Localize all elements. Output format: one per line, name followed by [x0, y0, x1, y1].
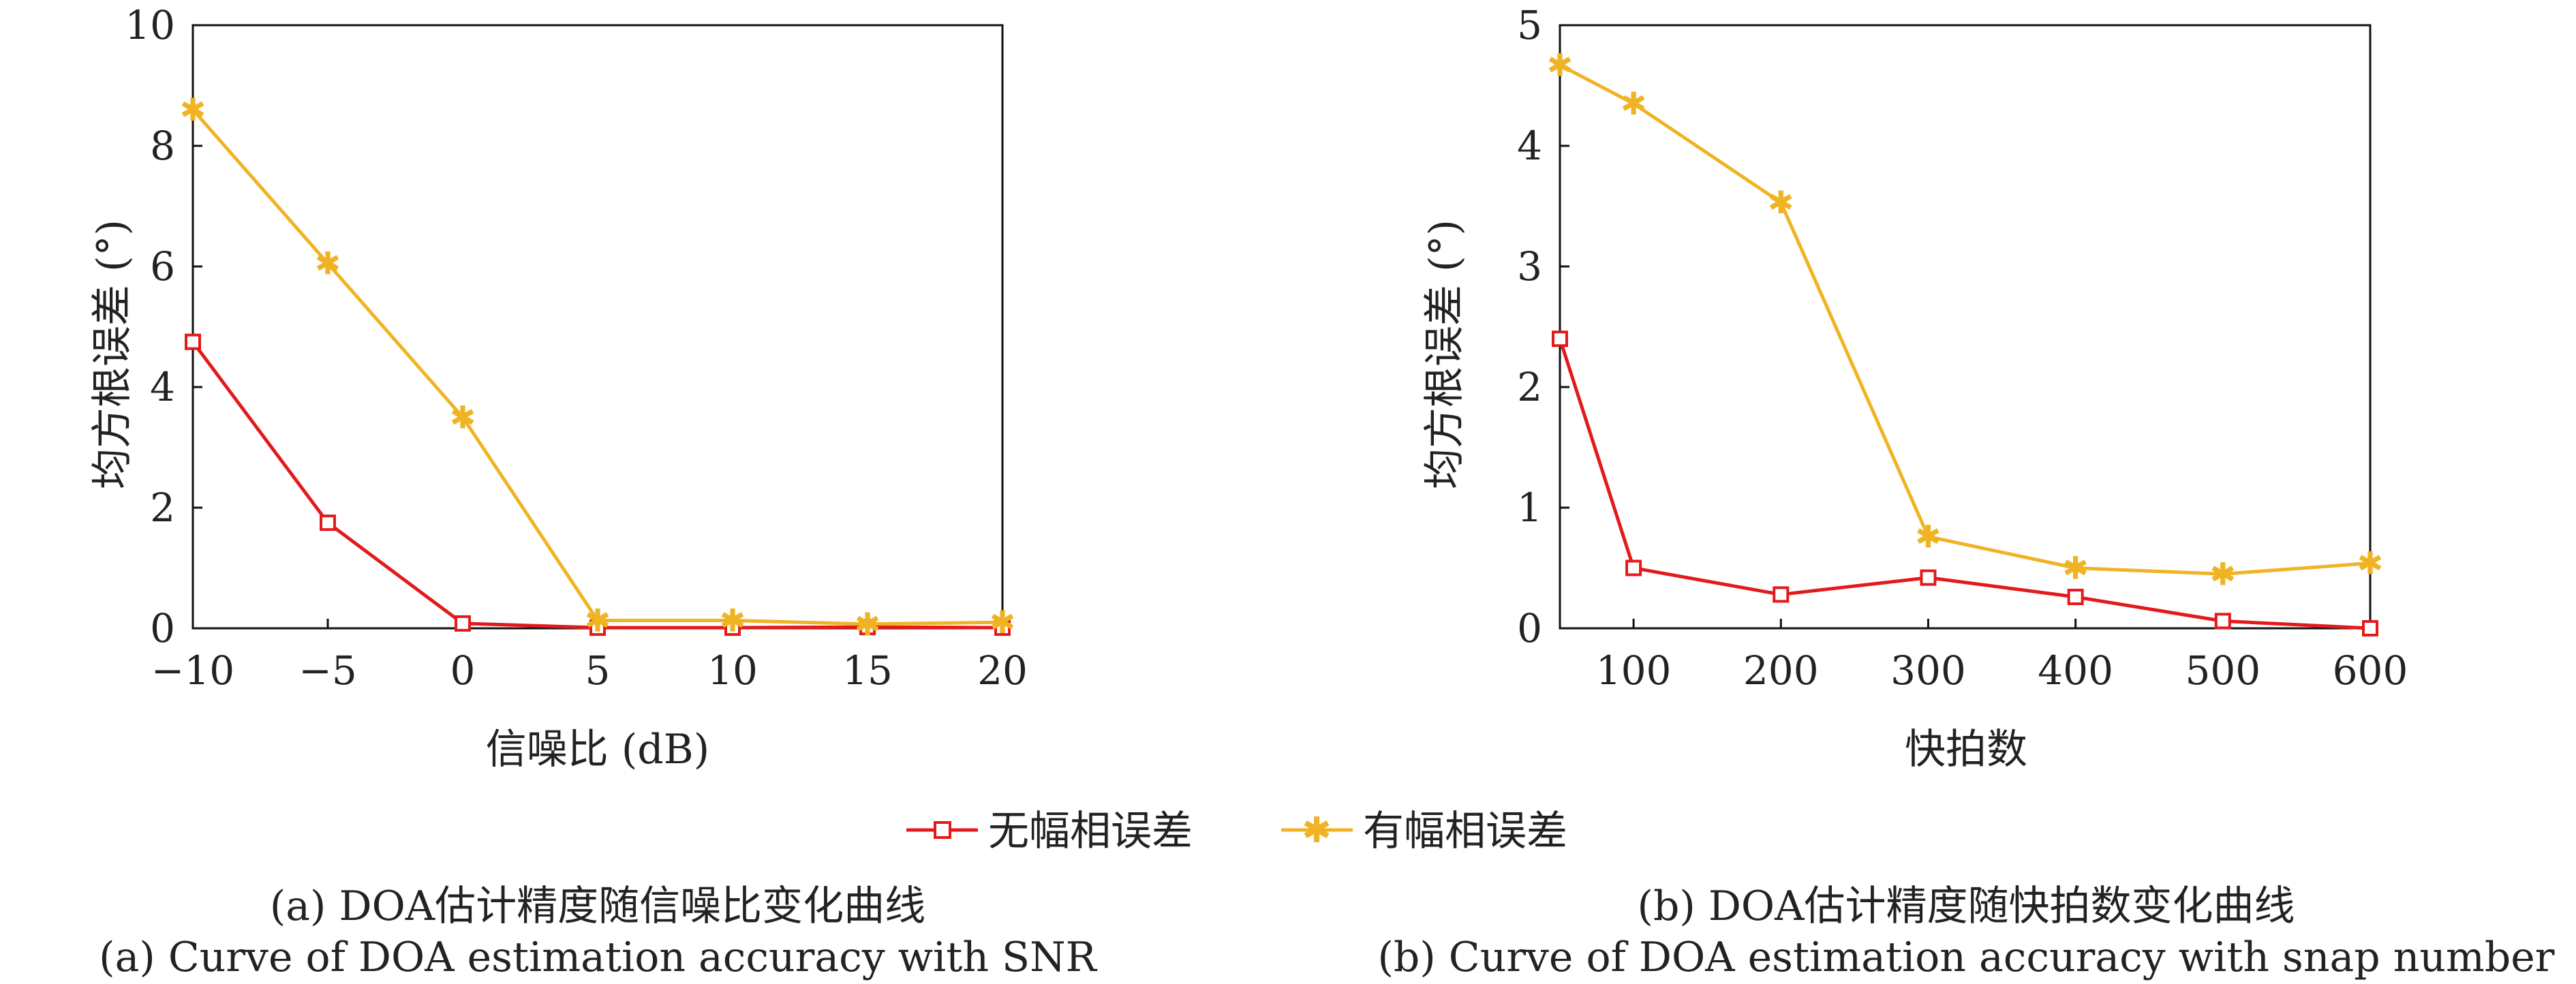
chart-a-x-tick-label: 15 [842, 647, 893, 694]
chart-a-point-with-error: ✱ [990, 604, 1016, 641]
chart-b-x-tick-label: 600 [2333, 647, 2408, 694]
chart-a-point-no-error [455, 615, 471, 632]
chart-a-point-no-error [320, 514, 336, 532]
chart-a-x-axis-label: 信噪比 (dB) [486, 726, 709, 773]
chart-b-x-axis-label: 快拍数 [1905, 726, 2027, 773]
legend-label-with-error: 有幅相误差 [1363, 808, 1567, 855]
chart-b-plot-frame [1559, 24, 2372, 630]
chart-a-y-tick-label: 0 [150, 605, 175, 651]
chart-b-caption-cn: (b) DOA估计精度随快拍数变化曲线 [1638, 882, 2295, 930]
chart-a-y-tick-label: 4 [150, 364, 175, 410]
chart-a-x-tick-label: 20 [977, 647, 1028, 694]
chart-b-point-no-error [2067, 588, 2084, 605]
chart-b-y-axis-label: 均方根误差 (°) [1421, 219, 1469, 489]
chart-b-x-tick-label: 500 [2185, 647, 2260, 694]
chart-b-x-tick-label: 200 [1743, 647, 1819, 694]
chart-b-x-tick-label: 400 [2038, 647, 2113, 694]
chart-b-caption-en: (b) Curve of DOA estimation accuracy wit… [1378, 934, 2555, 981]
chart-a-caption-cn: (a) DOA估计精度随信噪比变化曲线 [270, 882, 925, 930]
chart-a-y-tick-label: 8 [150, 123, 175, 169]
chart-b-point-no-error [2362, 620, 2378, 636]
chart-a-x-tick-label: −10 [151, 647, 234, 694]
chart-a-point-no-error [185, 333, 201, 350]
legend-square-marker [934, 821, 951, 839]
chart-a-point-no-error [994, 619, 1011, 636]
chart-a-point-with-error: ✱ [720, 602, 746, 639]
chart-a-point-with-error: ✱ [180, 91, 206, 128]
chart-b-point-no-error [2214, 613, 2231, 630]
chart-a-point-with-error: ✱ [315, 245, 341, 282]
chart-a-y-axis-label: 均方根误差 (°) [89, 219, 136, 489]
chart-a-point-with-error: ✱ [585, 602, 611, 639]
chart-a-point-with-error: ✱ [450, 399, 476, 435]
chart-b-series-line-with-error [1559, 63, 2371, 576]
chart-b-y-tick-label: 4 [1517, 123, 1542, 169]
chart-b-y-tick-label: 5 [1517, 2, 1542, 48]
chart-a-point-with-error: ✱ [855, 606, 881, 643]
chart-b-point-with-error: ✱ [1768, 184, 1794, 221]
legend: 无幅相误差 ✱ 有幅相误差 [906, 808, 1567, 855]
chart-a-series-line-with-error [191, 108, 1003, 626]
chart-a-plot-frame [191, 24, 1004, 630]
chart-b-point-with-error: ✱ [1915, 518, 1942, 555]
chart-b-point-no-error [1625, 559, 1642, 576]
chart-b-point-no-error [1552, 330, 1568, 348]
chart-b-y-tick-label: 1 [1517, 485, 1542, 531]
chart-a-series-line-no-error [191, 341, 1003, 630]
legend-label-no-error: 无幅相误差 [988, 808, 1193, 855]
chart-b: 100 200 300 400 500 600 0 1 2 3 4 5 ✱ ✱ ✱ ✱ ✱ ✱ ✱ 均方根误差 (… [1378, 2, 2555, 981]
chart-b-series: ✱ ✱ ✱ ✱ ✱ ✱ ✱ [1547, 46, 2384, 636]
chart-a-ticks: −10 −5 0 5 10 15 20 0 2 4 6 8 10 [125, 2, 1028, 694]
chart-b-series-line-no-error [1558, 338, 2371, 630]
chart-b-point-with-error: ✱ [2210, 555, 2237, 592]
chart-b-y-tick-label: 0 [1517, 605, 1542, 651]
chart-a: −10 −5 0 5 10 15 20 0 2 4 6 8 10 ✱ ✱ ✱ ✱ ✱ ✱ ✱ 均方根误差 (°) 信… [89, 2, 1098, 981]
chart-a-y-tick-label: 6 [150, 243, 175, 290]
chart-a-x-tick-label: −5 [298, 647, 357, 694]
chart-b-point-no-error [1773, 586, 1790, 603]
chart-a-y-tick-label: 10 [125, 2, 175, 48]
chart-a-x-tick-label: 0 [450, 647, 476, 694]
chart-b-y-tick-label: 2 [1517, 364, 1542, 410]
chart-b-x-tick-label: 300 [1890, 647, 1966, 694]
chart-b-y-tick-label: 3 [1517, 243, 1542, 290]
chart-b-ticks: 100 200 300 400 500 600 0 1 2 3 4 5 [1517, 2, 2408, 694]
chart-b-point-with-error: ✱ [2357, 544, 2384, 581]
legend-item-with-error[interactable]: ✱ 有幅相误差 [1281, 808, 1567, 855]
chart-b-x-tick-label: 100 [1596, 647, 1672, 694]
chart-a-x-tick-label: 10 [707, 647, 758, 694]
legend-star-marker: ✱ [1302, 810, 1332, 851]
chart-b-point-with-error: ✱ [1621, 85, 1647, 122]
chart-b-point-with-error: ✱ [1547, 46, 1574, 83]
chart-a-caption-en: (a) Curve of DOA estimation accuracy wit… [99, 934, 1097, 981]
chart-b-point-with-error: ✱ [2062, 550, 2089, 587]
chart-b-point-no-error [1920, 569, 1937, 586]
chart-a-series: ✱ ✱ ✱ ✱ ✱ ✱ ✱ [180, 91, 1016, 643]
chart-a-y-tick-label: 2 [150, 485, 175, 531]
legend-item-no-error[interactable]: 无幅相误差 [906, 808, 1193, 855]
chart-a-x-tick-label: 5 [585, 647, 611, 694]
